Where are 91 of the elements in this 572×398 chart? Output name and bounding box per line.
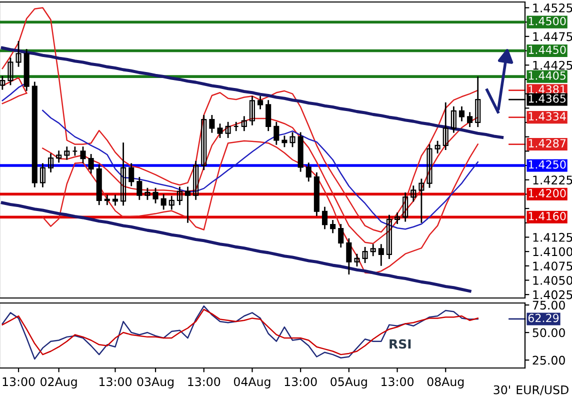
candlestick [338,223,344,248]
x-tick-label: 13:00 [382,377,414,386]
x-tick-label: 02Aug [40,377,77,388]
candlestick [209,114,215,134]
text: 1.4365 [528,94,566,103]
candlestick [418,178,424,224]
candlestick [322,206,328,230]
candlestick [378,243,384,267]
candlestick [120,142,126,206]
candlestick [434,140,440,154]
ref-line-label: 1.4160 [528,212,566,220]
candlestick [193,160,199,201]
candlestick [274,121,280,146]
ref-line-label: 1.4405 [528,71,566,80]
annotation: 62.29 [528,314,559,322]
candlestick [217,122,223,139]
ref-line-label: 1.4250 [528,160,566,169]
y-tick-label: 1.4225 [533,176,572,184]
y-tick-label: 1.4525 [533,3,572,12]
y-tick-label: 75.00 [532,300,565,310]
candlestick [112,194,118,206]
x-tick-label: 05Aug [330,377,367,388]
y-tick-label: 1.4475 [533,32,572,42]
candlestick [144,187,150,201]
candlestick [80,146,86,164]
line-series [2,7,478,233]
candlestick [40,162,46,188]
candlestick [8,56,14,86]
x-tick-label: 13:00 [100,377,132,386]
text: 1.4334 [528,112,566,121]
candlestick [467,111,473,128]
x-tick-label: 03Aug [137,377,174,388]
y-tick-label: 25.00 [532,356,565,365]
candlestick [402,192,408,222]
x-tick-label: 13:00 [188,377,220,386]
candlestick [394,212,400,225]
candlestick [290,132,296,148]
candlestick [258,95,264,110]
candlestick [176,186,182,206]
candlestick [241,115,247,132]
candlestick [0,75,6,90]
ref-line-label: 1.4200 [528,188,566,198]
x-tick-label: 08Aug [427,377,464,388]
candlestick [225,121,231,139]
series-label: RSI [390,339,411,349]
candlestick [56,150,62,164]
candlestick [330,219,336,234]
x-tick-label: 04Aug [234,377,270,388]
y-tick-label: 50.00 [532,328,565,338]
candlestick [249,95,255,126]
candlestick [442,102,448,151]
y-tick-label: 1.4075 [533,262,572,271]
x-tick-label: 13:00 [284,377,317,386]
candlestick [184,186,191,224]
candlestick [370,243,376,257]
candlestick [88,153,94,174]
candlestick [410,184,416,202]
candlestick [152,187,158,204]
candlestick [266,99,272,132]
y-tick-label: 1.4050 [533,276,572,285]
line-series [0,201,472,293]
candlestick [458,106,465,122]
candlestick [362,246,368,264]
candlestick [450,106,456,134]
y-tick-label: 1.4125 [533,232,572,242]
candlestick [104,194,110,206]
candlestick [201,114,207,171]
ref-line-label: 1.4500 [528,16,566,26]
x-tick-label: 13:00 [2,377,35,386]
candlestick [354,253,360,268]
text: EUR/USD [516,385,568,396]
y-tick-label: 1.4425 [533,60,572,70]
candlestick [128,162,134,187]
text: 1.4287 [528,139,566,148]
ref-line-label: 1.4450 [528,46,566,54]
candlestick [64,146,70,160]
text: 1.4381 [528,85,566,94]
candlestick [168,195,174,210]
candlestick [346,238,352,276]
candlestick [160,193,166,210]
y-tick-label: 1.4100 [533,247,572,256]
candlestick [386,214,392,260]
candlestick [282,134,288,148]
candlestick [136,176,142,201]
candlestick [306,162,312,182]
y-tick-label: 1.4025 [533,290,572,300]
text: 30' [494,385,510,394]
candlestick [16,40,22,68]
candlestick [48,152,54,174]
candlestick [475,76,481,128]
candlestick [426,144,432,189]
